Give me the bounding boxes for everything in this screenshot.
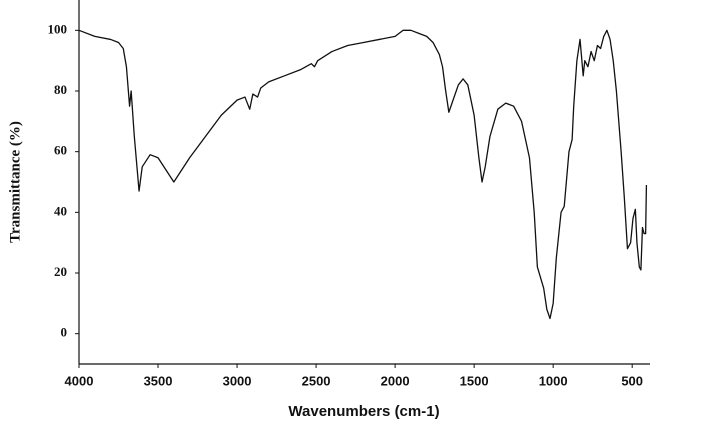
x-tick-label: 2000 bbox=[381, 373, 410, 388]
y-tick-label: 40 bbox=[54, 203, 67, 218]
y-tick-label: 100 bbox=[48, 21, 68, 36]
x-axis-label: Wavenumbers (cm-1) bbox=[288, 403, 439, 420]
y-tick-label: 0 bbox=[61, 325, 68, 340]
x-tick-label: 2500 bbox=[302, 373, 331, 388]
x-tick-label: 3500 bbox=[144, 373, 173, 388]
x-tick-label: 1000 bbox=[539, 373, 568, 388]
x-tick-label: 1500 bbox=[460, 373, 489, 388]
y-tick-label: 60 bbox=[54, 143, 67, 158]
spectrum-line bbox=[78, 29, 648, 320]
x-tick-label: 3000 bbox=[223, 373, 252, 388]
y-axis-label: Transmittance (%) bbox=[7, 121, 23, 243]
y-tick-label: 80 bbox=[54, 82, 67, 97]
y-tick-label: 20 bbox=[54, 264, 67, 279]
x-tick-label: 500 bbox=[621, 373, 643, 388]
x-tick-label: 4000 bbox=[65, 373, 94, 388]
